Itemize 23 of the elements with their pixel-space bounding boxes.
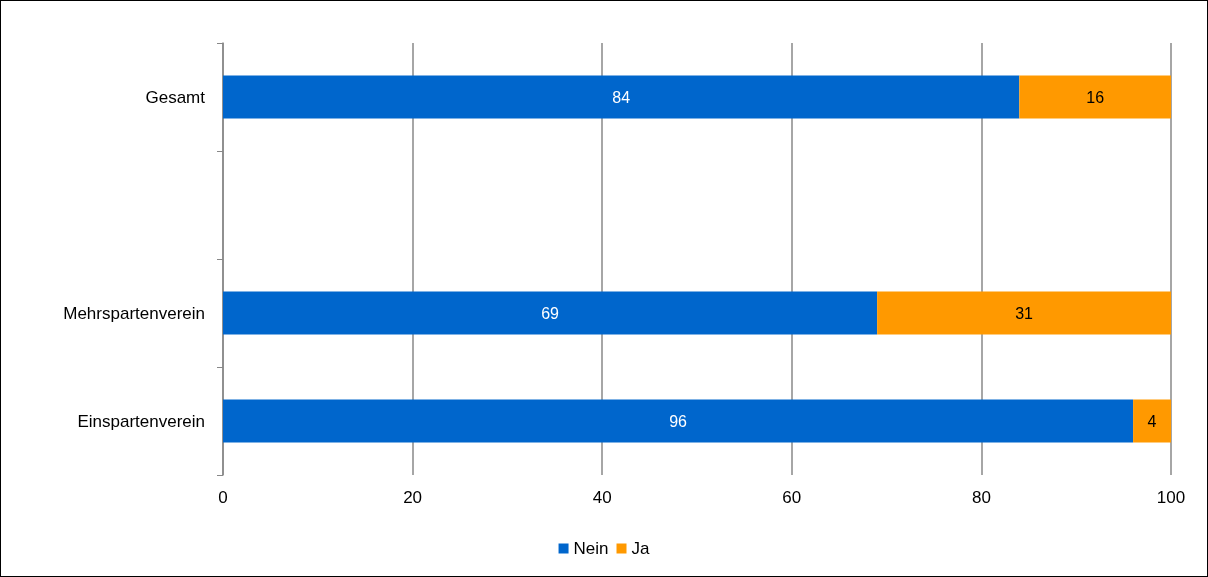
legend-label: Ja (631, 539, 650, 558)
bar (877, 291, 1171, 335)
data-label: 96 (669, 412, 688, 430)
data-label: 16 (1086, 88, 1105, 106)
legend-label: Nein (573, 539, 609, 558)
y-tick-label: Gesamt (145, 87, 206, 107)
data-label: 84 (612, 88, 631, 106)
bar (223, 399, 1134, 443)
y-tick-label: Einspartenverein (77, 411, 205, 431)
y-tick-label: Mehrspartenverein (63, 303, 205, 323)
bar (1019, 75, 1171, 119)
x-tick-label: 60 (782, 488, 802, 507)
x-tick-label: 80 (971, 488, 991, 507)
x-tick-label: 40 (592, 488, 612, 507)
bar (223, 291, 878, 335)
x-tick-label: 0 (218, 488, 228, 507)
data-label: 4 (1147, 412, 1157, 430)
x-tick-label: 100 (1156, 488, 1186, 507)
data-label: 31 (1015, 304, 1034, 322)
bar (1133, 399, 1171, 443)
bar (223, 75, 1020, 119)
x-tick-label: 20 (403, 488, 423, 507)
data-label: 69 (541, 304, 560, 322)
